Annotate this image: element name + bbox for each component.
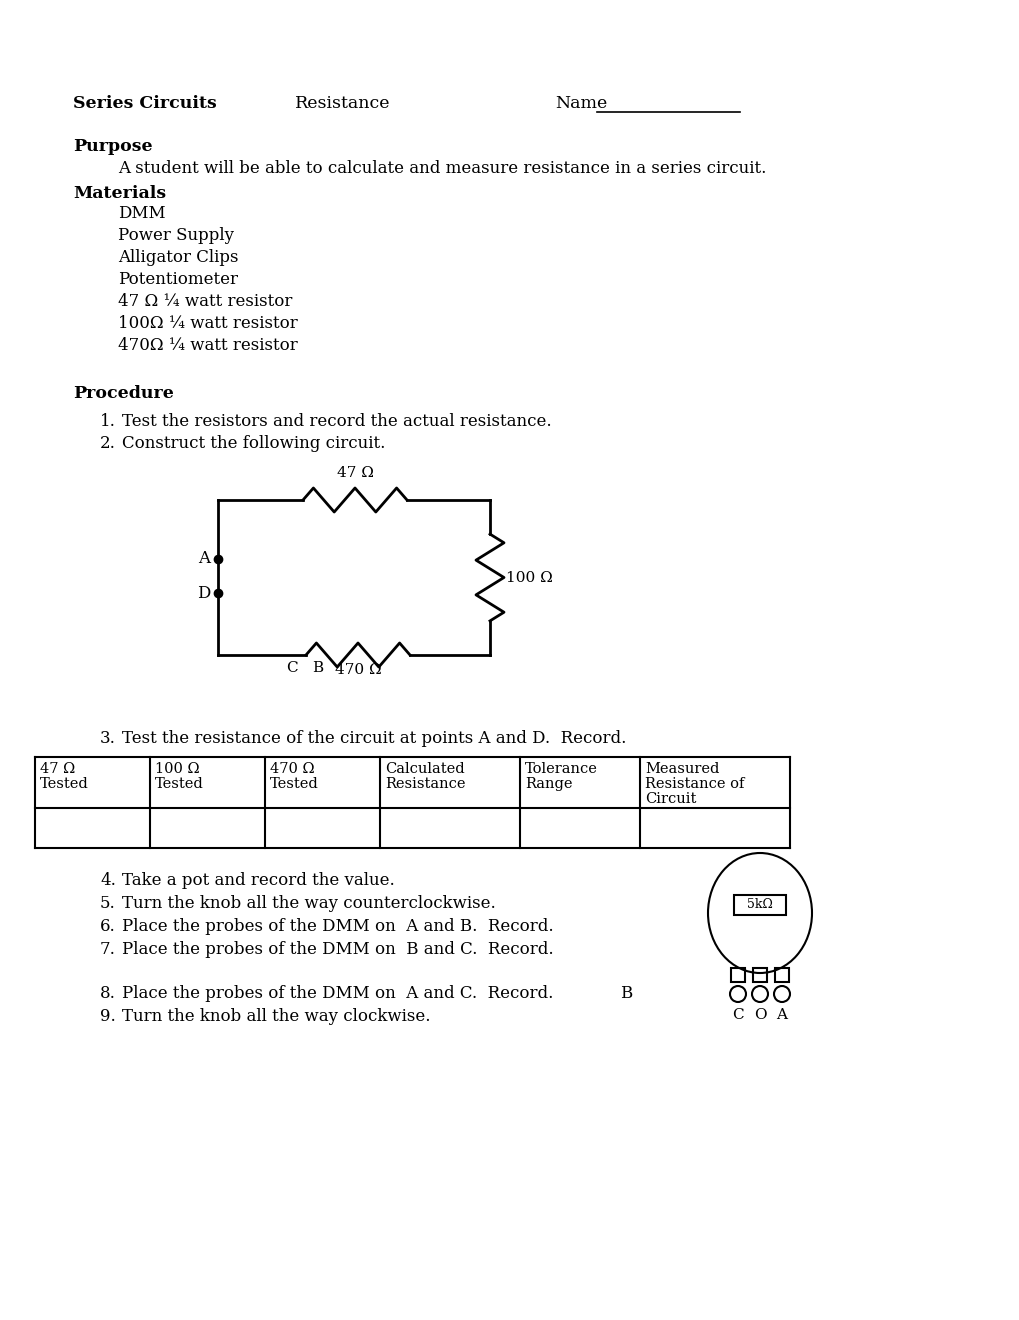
Text: C: C — [286, 661, 298, 675]
Text: Tested: Tested — [155, 777, 204, 791]
Text: Resistance: Resistance — [294, 95, 390, 112]
Text: 100 Ω: 100 Ω — [505, 570, 552, 585]
Text: 5.: 5. — [100, 895, 115, 912]
Text: 6.: 6. — [100, 917, 115, 935]
Text: Take a pot and record the value.: Take a pot and record the value. — [122, 873, 394, 888]
Text: 1.: 1. — [100, 413, 116, 430]
Text: Range: Range — [525, 777, 572, 791]
Text: 470 Ω: 470 Ω — [334, 663, 381, 677]
Bar — [734, 895, 786, 915]
Text: 47 Ω: 47 Ω — [336, 466, 373, 480]
Text: B: B — [620, 985, 632, 1002]
Text: 470 Ω: 470 Ω — [270, 762, 314, 776]
Bar — [752, 968, 766, 982]
Text: Test the resistance of the circuit at points A and D.  Record.: Test the resistance of the circuit at po… — [122, 730, 626, 747]
Text: Test the resistors and record the actual resistance.: Test the resistors and record the actual… — [122, 413, 551, 430]
Text: 5kΩ: 5kΩ — [746, 899, 772, 912]
Text: Measured: Measured — [644, 762, 718, 776]
Text: 3.: 3. — [100, 730, 116, 747]
Text: B: B — [312, 661, 323, 675]
Text: Turn the knob all the way counterclockwise.: Turn the knob all the way counterclockwi… — [122, 895, 495, 912]
Text: Circuit: Circuit — [644, 792, 696, 807]
Text: A student will be able to calculate and measure resistance in a series circuit.: A student will be able to calculate and … — [118, 160, 765, 177]
Text: C: C — [732, 1008, 743, 1022]
Text: A: A — [198, 550, 210, 568]
Bar — [774, 968, 789, 982]
Text: Power Supply: Power Supply — [118, 227, 233, 244]
Text: Purpose: Purpose — [73, 139, 153, 154]
Text: Potentiometer: Potentiometer — [118, 271, 237, 288]
Text: 100Ω ¼ watt resistor: 100Ω ¼ watt resistor — [118, 315, 298, 333]
Text: A: A — [775, 1008, 787, 1022]
Text: 100 Ω: 100 Ω — [155, 762, 200, 776]
Text: Place the probes of the DMM on  A and C.  Record.: Place the probes of the DMM on A and C. … — [122, 985, 553, 1002]
Text: Name: Name — [554, 95, 606, 112]
Text: Procedure: Procedure — [73, 385, 173, 403]
Text: Construct the following circuit.: Construct the following circuit. — [122, 436, 385, 451]
Text: Place the probes of the DMM on  A and B.  Record.: Place the probes of the DMM on A and B. … — [122, 917, 553, 935]
Text: 470Ω ¼ watt resistor: 470Ω ¼ watt resistor — [118, 337, 298, 354]
Text: Alligator Clips: Alligator Clips — [118, 249, 238, 267]
Text: Resistance: Resistance — [384, 777, 465, 791]
Text: DMM: DMM — [118, 205, 165, 222]
Text: D: D — [197, 585, 210, 602]
Text: Calculated: Calculated — [384, 762, 465, 776]
Text: O: O — [753, 1008, 765, 1022]
Text: 8.: 8. — [100, 985, 116, 1002]
Text: 9.: 9. — [100, 1008, 115, 1026]
Text: 2.: 2. — [100, 436, 116, 451]
Text: Series Circuits: Series Circuits — [73, 95, 217, 112]
Bar — [731, 968, 744, 982]
Text: 7.: 7. — [100, 941, 116, 958]
Text: Turn the knob all the way clockwise.: Turn the knob all the way clockwise. — [122, 1008, 430, 1026]
Text: Resistance of: Resistance of — [644, 777, 744, 791]
Text: 47 Ω: 47 Ω — [40, 762, 75, 776]
Text: Tolerance: Tolerance — [525, 762, 597, 776]
Text: 47 Ω ¼ watt resistor: 47 Ω ¼ watt resistor — [118, 293, 292, 310]
Text: Tested: Tested — [40, 777, 89, 791]
Text: Tested: Tested — [270, 777, 318, 791]
Text: Place the probes of the DMM on  B and C.  Record.: Place the probes of the DMM on B and C. … — [122, 941, 553, 958]
Text: 4.: 4. — [100, 873, 116, 888]
Text: Materials: Materials — [73, 185, 166, 202]
